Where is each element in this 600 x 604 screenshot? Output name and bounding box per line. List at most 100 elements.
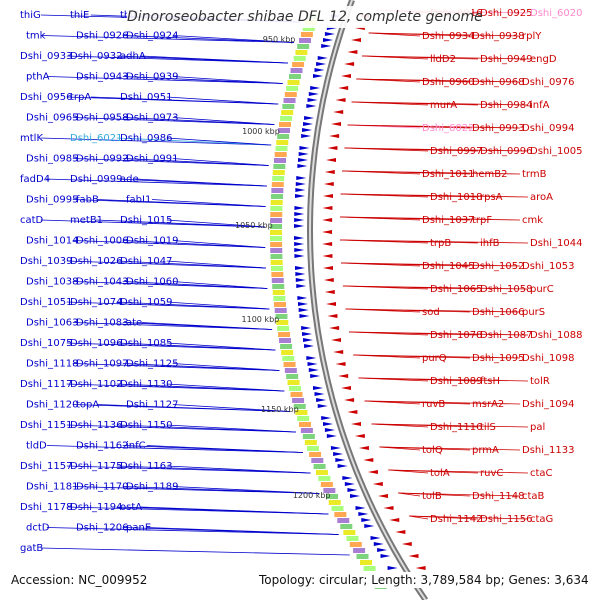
leader-line-right [351,101,529,106]
leader-line-right [362,55,529,60]
leader-line-left [96,199,266,207]
cog-tile [270,242,283,247]
leader-line-left [116,424,296,433]
leader-line-left [151,199,266,207]
gene-label-left: Dshi_0999 [70,174,122,185]
gene-label-left: Dshi_1162 [76,441,128,452]
gene-label-right: Dshi_0925 [480,8,532,19]
gene-label-left: Dshi_1039 [20,256,72,267]
gene-label-left: Dshi_0986 [120,133,172,144]
gene-label-right: Dshi_0938 [472,31,524,42]
accession-text: Accession: NC_009952 [8,572,151,588]
leader-line-right [345,308,521,313]
leader-line-right [341,262,521,267]
gene-label-left: Dshi_1178 [20,502,72,513]
cog-tile [281,110,294,115]
gene-label-right: Dshi_1065 [430,284,482,295]
leader-line-right [368,32,521,37]
gene-arrow-left [358,512,369,516]
gene-label-left: Dshi_1015 [120,215,172,226]
cog-tile [287,80,300,85]
cog-tile [337,518,350,523]
leader-line-left [122,281,268,289]
gene-label-left: Dshi_0965 [26,113,78,124]
gene-arrow-right [389,518,400,522]
gene-label-right: cmk [522,215,543,226]
gene-label-left: Dshi_1151 [20,420,72,431]
cog-tile [270,224,283,229]
gene-arrow-right [383,506,394,510]
leader-line-right [388,469,529,474]
leader-line-left [122,363,280,371]
gene-arrow-left [337,464,348,468]
cog-tile [331,506,344,511]
gene-label-right: Dshi_1045 [422,261,474,272]
cog-tile [290,392,303,397]
gene-arrow-left [295,278,306,282]
cog-tile [306,446,319,451]
gene-arrow-left [303,122,314,126]
leader-line-left [172,76,283,84]
cog-tile [297,44,310,49]
cog-tile [272,284,285,289]
cog-tile [271,182,284,187]
gene-label-right: Dshi_1116 [430,422,482,433]
gene-label-left: Dshi_6021 [70,133,122,144]
leader-line-left [72,281,268,289]
gene-label-left: trpA [70,92,91,103]
gene-arrow-left [317,56,328,60]
gene-label-left: gatB [20,543,43,554]
leader-line-right [353,354,521,359]
cog-tile [353,548,366,553]
gene-label-right: tilS [480,422,496,433]
leader-line-left [96,404,290,412]
gene-label-left: tldD [26,441,47,452]
gene-arrow-left [355,506,366,510]
leader-line-right [340,193,529,198]
gene-label-right: ctaB [522,491,545,502]
gene-label-left: Dshi_1125 [126,359,178,370]
leader-line-right [358,377,529,382]
gene-label-left: Dshi_1194 [70,502,122,513]
gene-arrow-right [331,338,342,342]
gene-label-left: thiE [70,10,89,21]
cog-tile [271,272,284,277]
gene-arrow-left [350,494,361,498]
gene-label-right: ftsH [480,376,500,387]
scale-label: 1100 kbp [242,315,280,324]
gene-arrow-left [308,92,319,96]
leader-line-left [116,342,276,351]
gene-arrow-left [294,236,305,240]
gene-arrow-right [322,206,333,210]
cog-tile [275,146,288,151]
gene-arrow-left [342,476,353,480]
gene-arrow-right [322,230,332,234]
gene-label-right: tolQ [422,445,443,456]
scale-label: 1000 kbp [242,127,280,136]
cog-tile [275,314,288,319]
gene-arrow-right [351,422,362,426]
gene-label-left: Dshi_1189 [126,482,178,493]
leader-line-left [146,527,339,535]
cog-tile [272,290,285,295]
gene-arrow-right [351,38,362,42]
gene-arrow-left [294,254,305,258]
gene-arrow-right [327,146,338,150]
gene-label-left: Dshi_1075 [20,338,72,349]
cog-tile [270,236,283,241]
gene-label-left: ostA [120,502,142,513]
gene-arrow-left [317,404,328,408]
gene-label-left: catD [20,215,44,226]
leader-line-left [46,76,283,84]
leader-line-right [398,492,521,497]
gene-arrow-left [316,62,327,66]
gene-arrow-right [333,350,344,354]
gene-arrow-right [347,410,358,414]
gene-label-right: Dshi_1053 [522,261,574,272]
cog-tile [343,530,356,535]
gene-label-left: Dshi_1043 [76,277,128,288]
leader-line-left [172,404,290,412]
leader-line-left [72,240,266,248]
gene-arrow-left [303,338,314,342]
